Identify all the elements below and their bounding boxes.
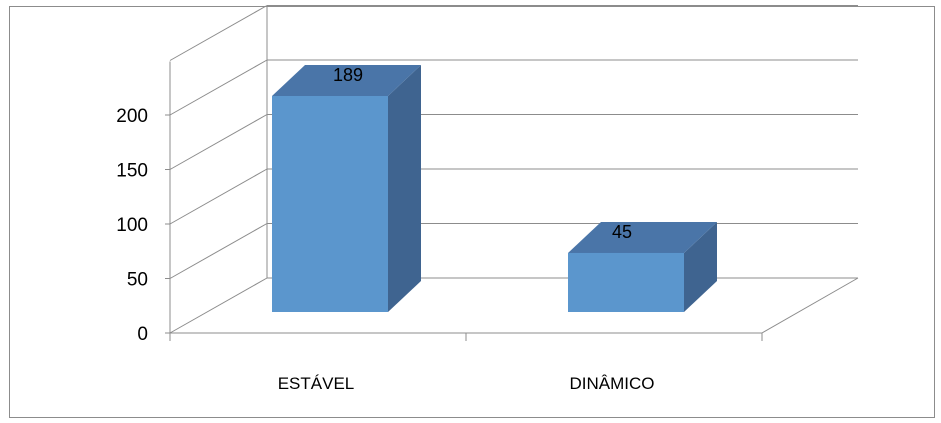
gridline-side xyxy=(169,223,268,279)
y-tick-label: 0 xyxy=(137,324,148,345)
bar-side xyxy=(388,64,421,313)
labels: 0 50 100 150 200 ESTÁVEL DINÂMICO 189 45 xyxy=(116,65,654,393)
chart-frame xyxy=(9,6,935,418)
x-tick-label: DINÂMICO xyxy=(570,374,655,393)
bar xyxy=(568,252,684,312)
data-label: 45 xyxy=(612,222,632,242)
gridline-side xyxy=(169,277,268,334)
y-tick-label: 150 xyxy=(116,161,148,182)
gridline-side xyxy=(169,5,268,61)
bars xyxy=(272,64,717,313)
bar xyxy=(272,95,388,313)
gridline-side xyxy=(169,168,268,225)
y-tick-label: 200 xyxy=(116,106,148,127)
bar-side xyxy=(684,221,717,312)
data-label: 189 xyxy=(333,65,363,85)
y-tick-label: 50 xyxy=(127,270,148,291)
bar-top xyxy=(272,64,421,96)
x-tick-label: ESTÁVEL xyxy=(278,374,355,393)
gridline-side xyxy=(169,59,268,116)
axes xyxy=(165,5,859,341)
bar-top xyxy=(568,221,717,253)
gridline-side xyxy=(169,114,268,170)
y-tick-label: 100 xyxy=(116,215,148,236)
floor-right-edge xyxy=(761,277,859,334)
